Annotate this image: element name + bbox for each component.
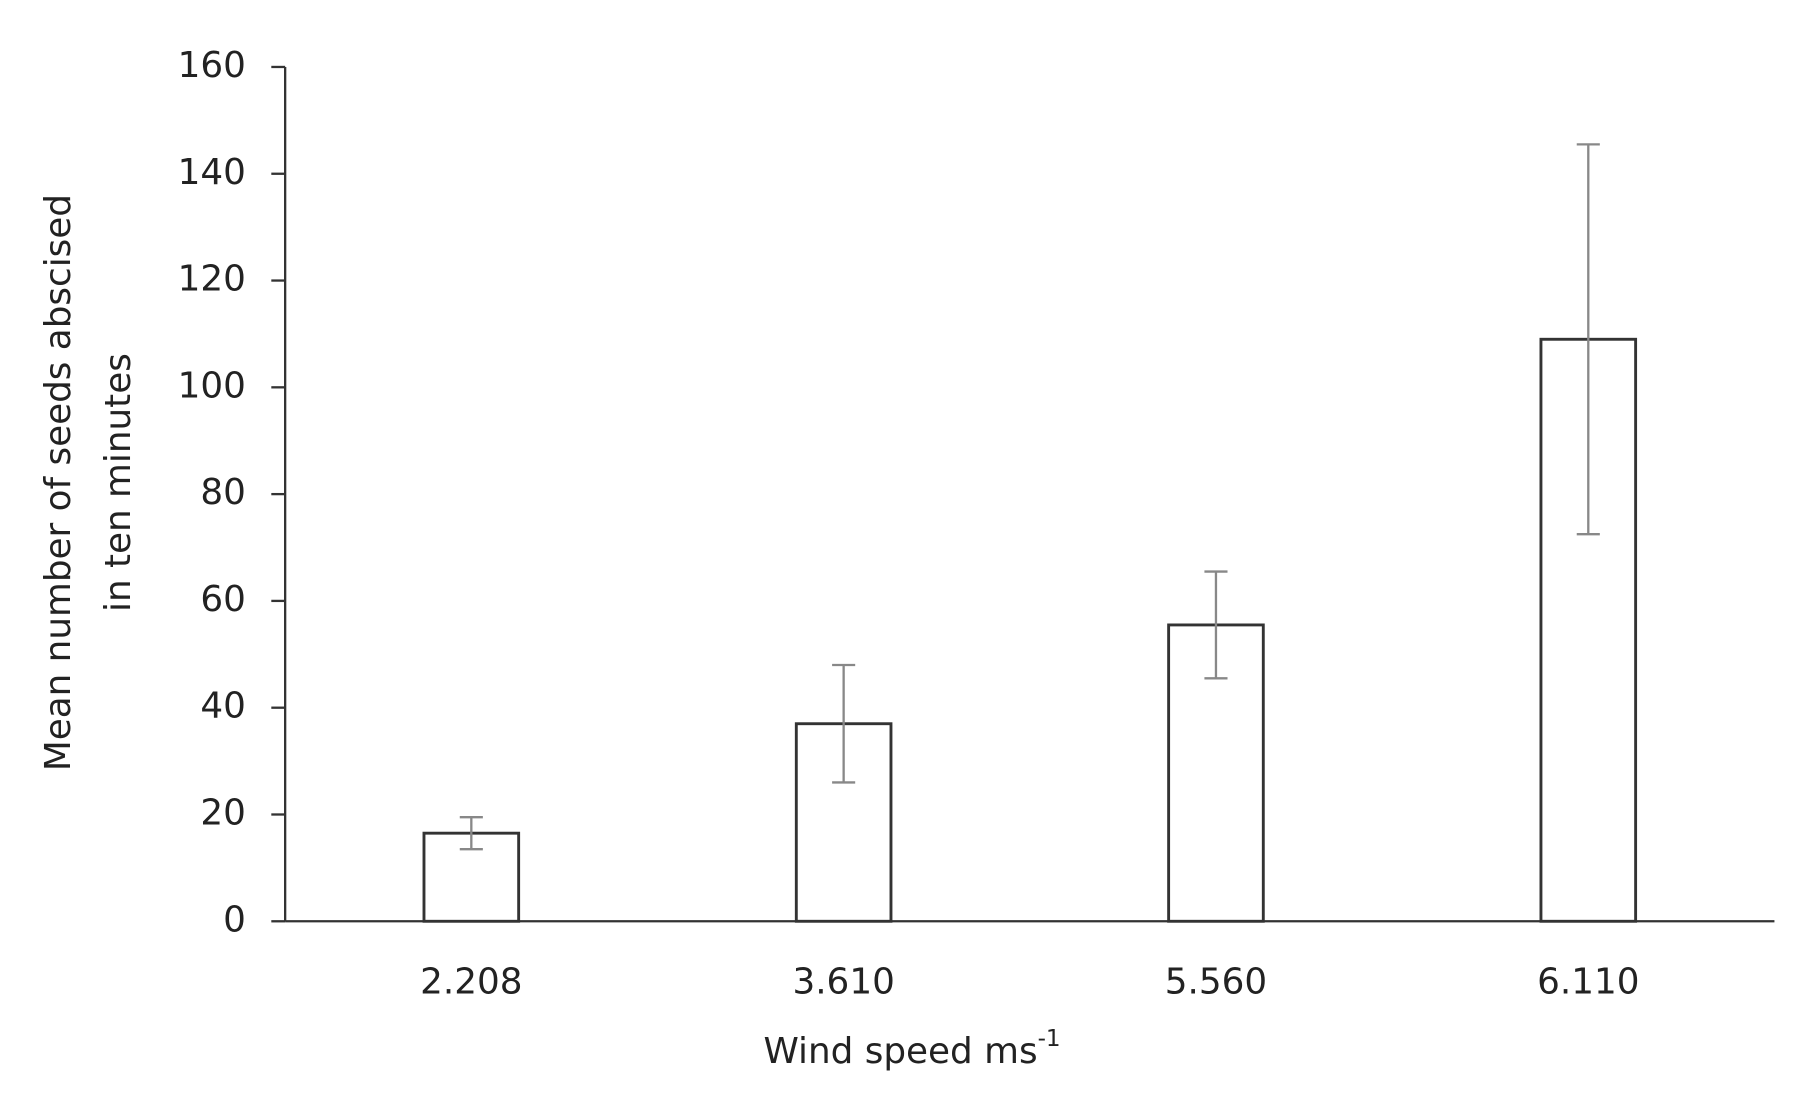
error-bar	[459, 816, 483, 851]
y-axis-label: Mean number of seeds abscised in ten min…	[38, 194, 139, 771]
y-tick-label: 20	[200, 792, 246, 833]
y-tick-label: 120	[178, 259, 246, 300]
error-bar	[1204, 570, 1228, 680]
x-tick-label: 2.208	[420, 962, 522, 1003]
y-axis-label-line: in ten minutes	[98, 353, 139, 612]
x-tick-label: 6.110	[1537, 962, 1639, 1003]
y-tick-label: 0	[223, 899, 246, 940]
y-tick-label: 140	[178, 152, 246, 193]
y-tick-label: 160	[178, 45, 246, 86]
y-axis-label-line: Mean number of seeds abscised	[38, 194, 79, 771]
bar	[1539, 337, 1638, 923]
error-bar	[832, 663, 856, 784]
x-axis-label-main: Wind speed ms	[763, 1031, 1037, 1072]
x-tick-label: 5.560	[1165, 962, 1267, 1003]
y-tick-label: 100	[178, 365, 246, 406]
y-tick-label: 40	[200, 686, 246, 727]
x-axis-label-superscript: -1	[1038, 1026, 1061, 1052]
x-axis-label: Wind speed ms-1	[763, 1026, 1060, 1072]
error-bar	[1576, 143, 1600, 536]
x-tick-label: 3.610	[792, 962, 894, 1003]
y-tick-label: 60	[200, 579, 246, 620]
y-tick-label: 80	[200, 472, 246, 513]
